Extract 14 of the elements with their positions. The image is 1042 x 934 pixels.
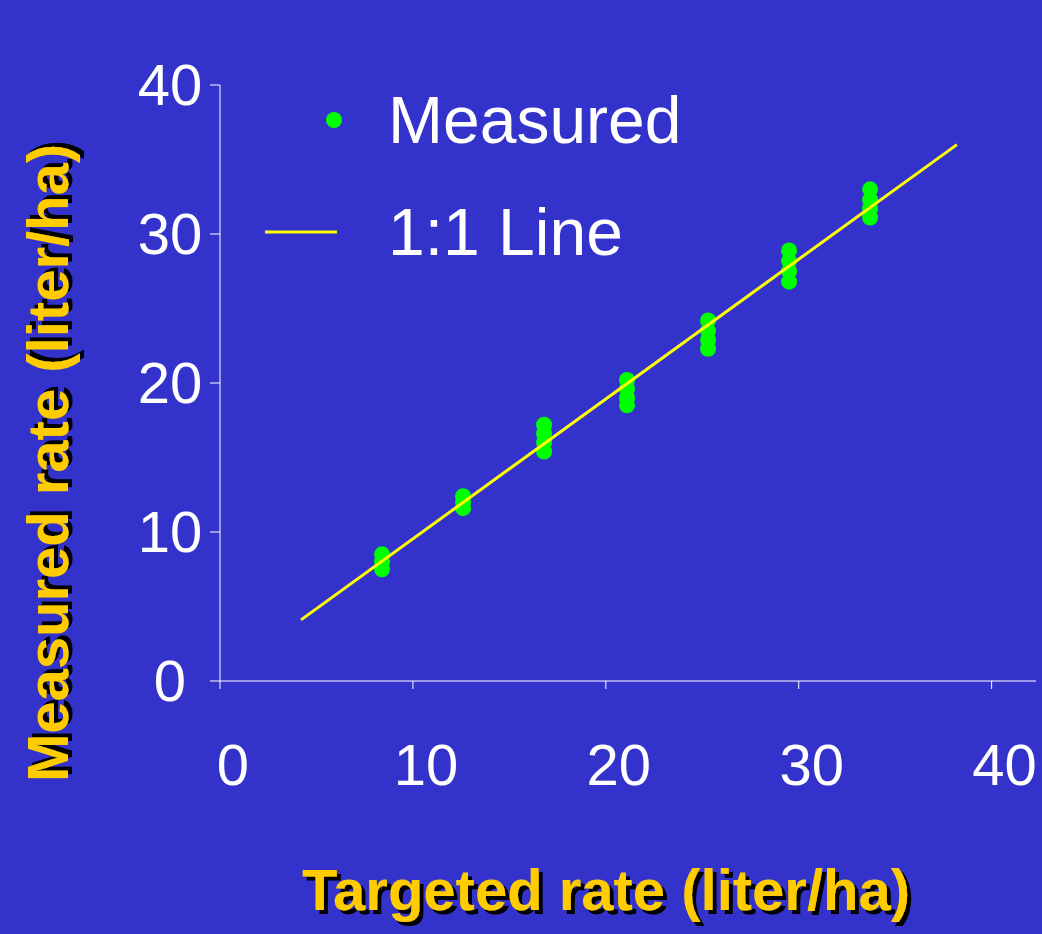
y-tick-label: 40 (137, 52, 203, 118)
legend-label: Measured (388, 83, 682, 158)
y-tick-label: 30 (137, 201, 203, 267)
y-axis-title: Measured rate (liter/ha) (15, 143, 80, 783)
y-tick-label: 10 (137, 499, 203, 565)
legend-label: 1:1 Line (388, 195, 623, 270)
x-tick-label: 30 (779, 732, 844, 797)
y-tick-label: 20 (137, 350, 203, 416)
x-tick-label: 10 (393, 732, 459, 797)
x-tick-label: 0 (216, 732, 250, 797)
y-tick-label: 0 (153, 648, 187, 714)
x-tick-label: 40 (972, 732, 1037, 797)
x-axis-title: Targeted rate (liter/ha) (301, 857, 911, 922)
x-tick-label: 20 (586, 732, 652, 797)
